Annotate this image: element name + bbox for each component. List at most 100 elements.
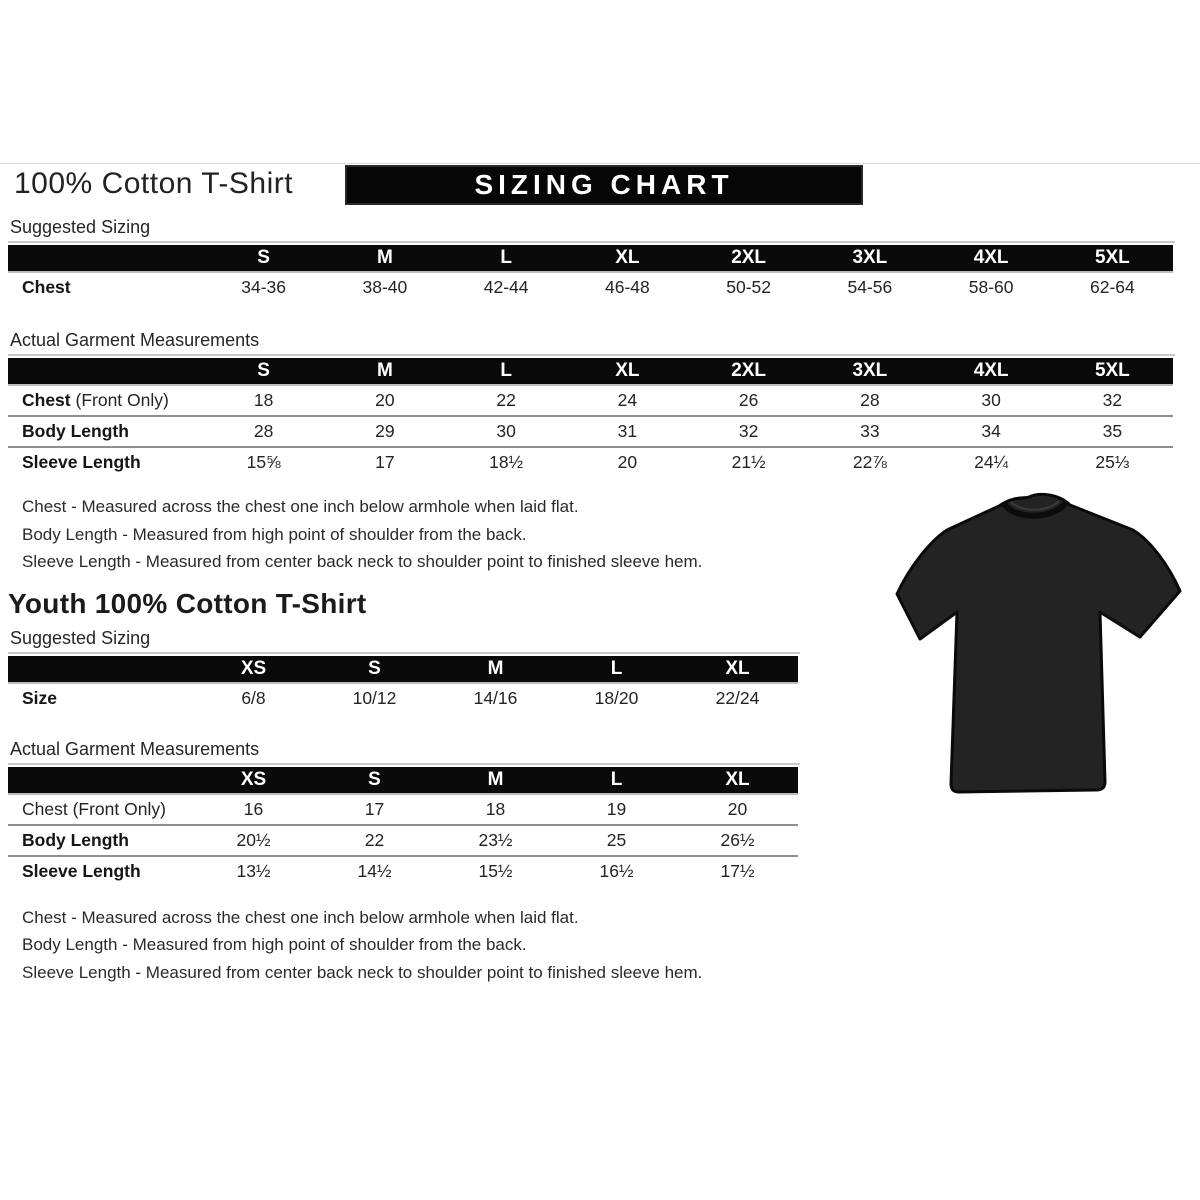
value-cell: 18½ [489,452,524,472]
value-cell: 26½ [677,824,798,857]
value-cell: 15⅝ [246,452,281,472]
value-cell: 20½ [193,824,314,857]
header: 100% Cotton T-Shirt SIZING CHART [8,165,1192,208]
adult-suggested-sizing-table: S M L XL 2XL 3XL 4XL 5XL Chest 34-36 38-… [8,245,1173,302]
youth-suggested-sizing-label: Suggested Sizing [8,628,800,654]
size-header-row: S M L XL 2XL 3XL 4XL 5XL [8,358,1173,386]
size-header-cell: M [324,245,446,273]
row-label: Body Length [8,824,193,857]
adult-measurement-notes: Chest - Measured across the chest one in… [22,493,1192,576]
value-cell: 46-48 [604,277,650,297]
value-cell: 6/8 [241,687,266,708]
size-header-row: XS S M L XL [8,766,798,795]
value-cell: 17 [314,793,435,826]
adult-actual-measurements-table: S M L XL 2XL 3XL 4XL 5XL Chest (Front On… [8,358,1173,477]
value-cell: 30 [930,385,1052,417]
size-header-cell: S [314,655,435,684]
value-cell: 33 [809,416,931,448]
size-header-cell: XL [566,358,688,386]
row-label: Chest [22,277,71,297]
adult-suggested-sizing-label: Suggested Sizing [8,217,1175,243]
value-cell: 18/20 [594,687,639,708]
value-cell: 24 [566,385,688,417]
value-cell: 22/24 [715,687,760,708]
body-length-row: Body Length 28 29 30 31 32 33 34 35 [8,416,1173,448]
value-cell: 30 [445,416,567,448]
note-line: Body Length - Measured from high point o… [22,524,527,544]
row-label: Chest (Front Only) [8,385,203,417]
value-cell: 26 [688,385,810,417]
size-header-cell: XS [193,655,314,684]
value-cell: 22 [445,385,567,417]
youth-section-title: Youth 100% Cotton T-Shirt [8,587,367,619]
page-title: 100% Cotton T-Shirt [14,167,294,200]
row-label: Sleeve Length [22,452,141,472]
size-header-cell: L [445,245,567,273]
row-label-rest: (Front Only) [70,390,169,410]
value-cell: 23½ [435,824,556,857]
size-header-cell: M [435,655,556,684]
value-cell: 21½ [731,452,766,472]
value-cell: 17½ [720,860,755,881]
value-cell: 18 [435,793,556,826]
value-cell: 35 [1051,416,1173,448]
size-header-cell: 5XL [1051,358,1173,386]
size-header-cell: M [435,766,556,795]
value-cell: 15½ [478,860,513,881]
note-line: Chest - Measured across the chest one in… [22,497,579,516]
chest-front-only-row: Chest (Front Only) 18 20 22 24 26 28 30 … [8,385,1173,417]
value-cell: 16½ [599,860,634,881]
value-cell: 19 [556,793,677,826]
body-length-row: Body Length 20½ 22 23½ 25 26½ [8,824,798,857]
youth-actual-measurements-table: XS S M L XL Chest (Front Only) 16 17 18 … [8,766,798,886]
value-cell: 20 [677,793,798,826]
size-header-cell: M [324,358,446,386]
tshirt-body-shape [895,492,1182,794]
size-header-cell: 5XL [1051,245,1173,273]
size-header-row: XS S M L XL [8,655,798,684]
value-cell: 25⅓ [1095,452,1130,472]
size-row: Size 6/8 10/12 14/16 18/20 22/24 [8,683,798,713]
value-cell: 32 [1051,385,1173,417]
value-cell: 16 [193,793,314,826]
value-cell: 62-64 [1089,277,1135,297]
size-header-cell: 4XL [930,245,1052,273]
black-tshirt-image [895,492,1182,794]
value-cell: 14/16 [473,687,518,708]
sizing-chart-banner-label: SIZING CHART [474,169,734,200]
size-header-cell: XL [677,655,798,684]
value-cell: 25 [556,824,677,857]
value-cell: 22 [314,824,435,857]
note-line: Chest - Measured across the chest one in… [22,907,579,927]
value-cell: 34-36 [241,277,286,297]
value-cell: 31 [566,416,688,448]
adult-actual-measurements-label: Actual Garment Measurements [8,330,1175,356]
note-line: Sleeve Length - Measured from center bac… [22,552,703,571]
size-header-cell: S [203,245,325,273]
value-cell: 58-60 [968,277,1014,297]
row-label-strong: Chest [22,390,71,410]
value-cell: 10/12 [352,687,397,708]
size-header-cell: 2XL [688,358,810,386]
size-header-cell: XL [566,245,688,273]
value-cell: 34 [930,416,1052,448]
sleeve-length-row: Sleeve Length 13½ 14½ 15½ 16½ 17½ [8,856,798,886]
youth-suggested-sizing-table: XS S M L XL Size 6/8 10/12 14/16 18/20 2… [8,655,798,713]
chest-row: Chest 34-36 38-40 42-44 46-48 50-52 54-5… [8,272,1173,302]
row-label: Body Length [8,416,203,448]
size-header-row: S M L XL 2XL 3XL 4XL 5XL [8,245,1173,273]
youth-measurement-notes: Chest - Measured across the chest one in… [22,904,1192,987]
sleeve-length-row: Sleeve Length 15⅝ 17 18½ 20 21½ 22⅞ 24¼ … [8,447,1173,477]
size-header-cell: 2XL [688,245,810,273]
youth-actual-measurements-label: Actual Garment Measurements [8,739,800,765]
size-header-cell: L [556,766,677,795]
value-cell: 32 [688,416,810,448]
size-header-cell: L [556,655,677,684]
note-line: Sleeve Length - Measured from center bac… [22,962,703,982]
empty-header-cell [8,245,203,273]
value-cell: 20 [324,385,446,417]
value-cell: 28 [203,416,325,448]
sizing-chart-page: 100% Cotton T-Shirt SIZING CHART Suggest… [8,165,1192,987]
row-label: Size [22,687,58,708]
tshirt-shoulder-shading [919,610,1141,641]
